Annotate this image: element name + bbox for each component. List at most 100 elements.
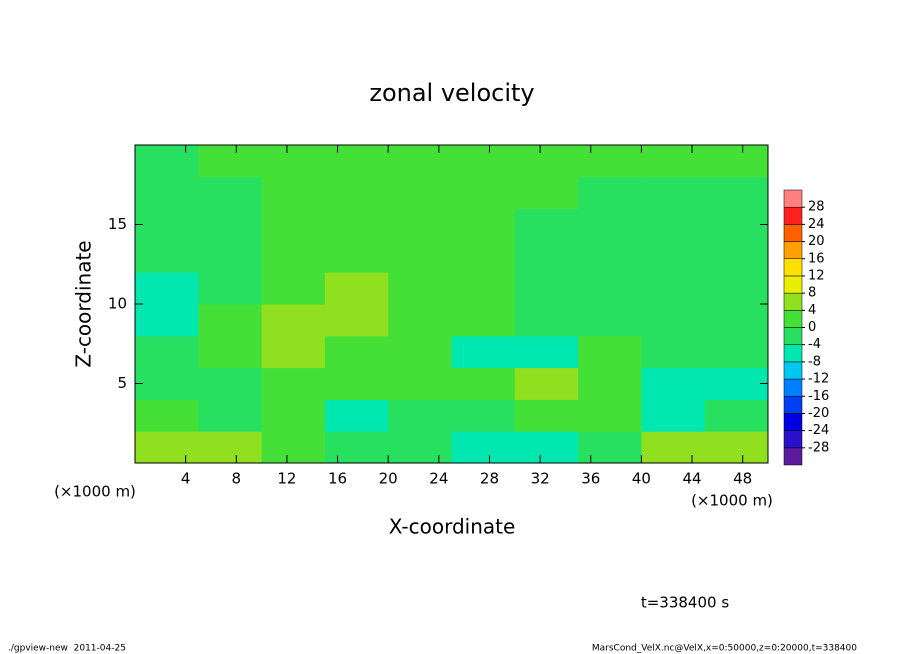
heat-cell bbox=[261, 272, 326, 305]
heat-cell bbox=[578, 240, 642, 273]
heat-cell bbox=[641, 272, 706, 305]
colorbar-label: 8 bbox=[808, 286, 816, 301]
heat-cell bbox=[198, 367, 263, 400]
colorbar-swatch bbox=[783, 292, 803, 311]
heat-cell bbox=[578, 272, 642, 305]
heat-cell bbox=[704, 431, 769, 464]
x-tick-label: 8 bbox=[232, 470, 242, 488]
heat-cell bbox=[324, 208, 389, 241]
heat-cell bbox=[388, 335, 452, 369]
y-tick-label: 10 bbox=[108, 295, 127, 313]
colorbar-swatch bbox=[783, 447, 803, 466]
heat-cell bbox=[451, 399, 516, 432]
heat-cell bbox=[198, 145, 263, 178]
y-tick-label: 5 bbox=[117, 374, 127, 392]
x-tick-label: 48 bbox=[733, 470, 752, 488]
heat-cell bbox=[514, 145, 579, 178]
x-unit-label: (×1000 m) bbox=[691, 492, 773, 510]
heat-cell bbox=[324, 240, 389, 273]
heat-cell bbox=[704, 367, 769, 400]
heat-cell bbox=[451, 431, 516, 464]
colorbar-label: 20 bbox=[808, 234, 825, 249]
colorbar-swatch bbox=[783, 206, 803, 225]
time-label: t=338400 s bbox=[641, 594, 729, 612]
heat-cell bbox=[704, 304, 769, 337]
heat-cell bbox=[641, 208, 706, 241]
heat-cell bbox=[388, 240, 452, 273]
heat-cell bbox=[641, 240, 706, 273]
heat-cell bbox=[135, 240, 199, 273]
heat-cell bbox=[261, 431, 326, 464]
colorbar-swatch bbox=[783, 361, 803, 380]
heat-cell bbox=[135, 272, 199, 305]
heat-cell bbox=[324, 176, 389, 210]
heat-cell bbox=[451, 304, 516, 337]
heat-cell bbox=[451, 272, 516, 305]
heat-cell bbox=[578, 176, 642, 210]
heat-cell bbox=[641, 335, 706, 369]
x-tick-label: 24 bbox=[429, 470, 448, 488]
heat-cell bbox=[704, 176, 769, 210]
x-axis-label: X-coordinate bbox=[389, 515, 516, 539]
heat-cell bbox=[704, 240, 769, 273]
heat-cell bbox=[704, 208, 769, 241]
heat-cell bbox=[261, 335, 326, 369]
colorbar-swatch bbox=[783, 189, 803, 208]
x-tick-label: 40 bbox=[632, 470, 651, 488]
heat-cell bbox=[198, 304, 263, 337]
heat-cell bbox=[641, 367, 706, 400]
heat-cell bbox=[261, 240, 326, 273]
colorbar-label: 28 bbox=[808, 200, 825, 215]
heat-cell bbox=[198, 399, 263, 432]
heat-cell bbox=[704, 399, 769, 432]
heat-cell bbox=[451, 145, 516, 178]
heat-cell bbox=[578, 304, 642, 337]
heat-cell bbox=[388, 145, 452, 178]
colorbar-swatch bbox=[783, 378, 803, 397]
x-tick-label: 16 bbox=[328, 470, 347, 488]
heat-cell bbox=[514, 335, 579, 369]
y-tick-label: 15 bbox=[108, 215, 127, 233]
colorbar-swatch bbox=[783, 310, 803, 328]
heat-cell bbox=[514, 240, 579, 273]
heat-cell bbox=[324, 431, 389, 464]
colorbar-swatch bbox=[783, 430, 803, 449]
colorbar-swatch bbox=[783, 258, 803, 277]
heat-cell bbox=[451, 335, 516, 369]
colorbar-swatch bbox=[783, 241, 803, 259]
heat-cell bbox=[578, 145, 642, 178]
heat-cell bbox=[135, 176, 199, 210]
heat-cell bbox=[261, 399, 326, 432]
colorbar-label: -28 bbox=[808, 440, 829, 455]
colorbar-swatch bbox=[783, 344, 803, 363]
heat-cell bbox=[514, 176, 579, 210]
heat-cell bbox=[451, 176, 516, 210]
x-tick-label: 32 bbox=[531, 470, 550, 488]
heat-cell bbox=[514, 399, 579, 432]
colorbar-swatch bbox=[783, 224, 803, 242]
y-axis-label: Z-coordinate bbox=[72, 240, 96, 367]
colorbar-label: -8 bbox=[808, 354, 821, 369]
heat-cell bbox=[135, 335, 199, 369]
colorbar-label: 24 bbox=[808, 217, 825, 232]
footer-right: MarsCond_VelX.nc@VelX,x=0:50000,z=0:2000… bbox=[592, 644, 857, 654]
heat-cell bbox=[388, 208, 452, 241]
heat-cell bbox=[135, 367, 199, 400]
colorbar-swatch bbox=[783, 413, 803, 431]
heat-cell bbox=[388, 176, 452, 210]
heat-cell bbox=[198, 208, 263, 241]
colorbar-label: -16 bbox=[808, 389, 829, 404]
heat-cell bbox=[578, 208, 642, 241]
colorbar-label: 0 bbox=[808, 320, 816, 335]
colorbar-swatch bbox=[783, 396, 803, 414]
x-tick-label: 20 bbox=[379, 470, 398, 488]
colorbar-swatch bbox=[783, 327, 803, 345]
heat-cell bbox=[388, 367, 452, 400]
heat-cell bbox=[135, 208, 199, 241]
heat-cell bbox=[198, 335, 263, 369]
heat-cell bbox=[514, 431, 579, 464]
heat-cell bbox=[388, 304, 452, 337]
footer-left: ./gpview-new 2011-04-25 bbox=[8, 644, 126, 654]
heat-cell bbox=[198, 272, 263, 305]
